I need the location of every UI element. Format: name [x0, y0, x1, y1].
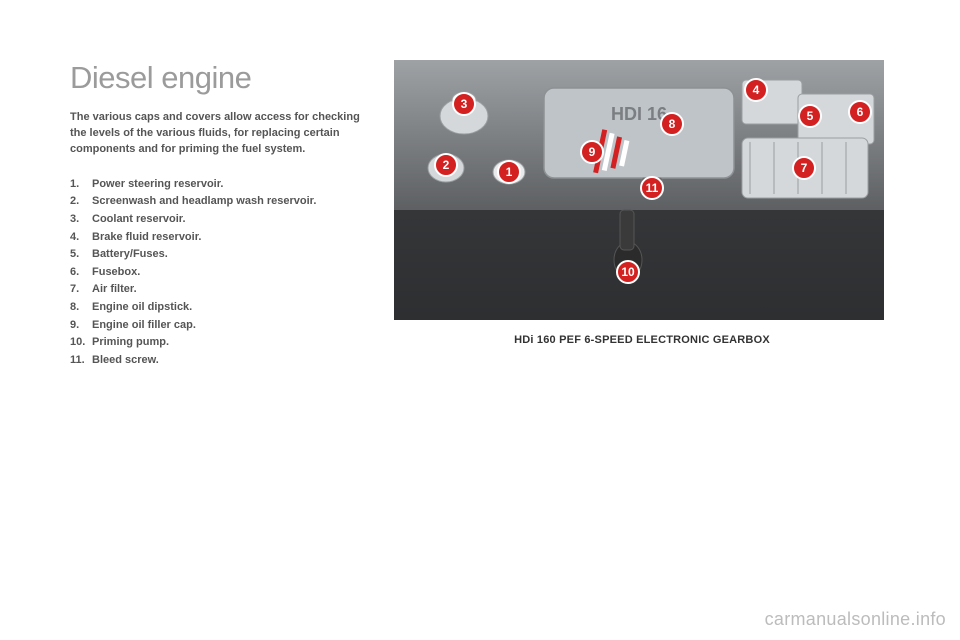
- list-number: 10.: [70, 334, 92, 352]
- list-number: 6.: [70, 264, 92, 282]
- list-item: 9.Engine oil filler cap.: [70, 317, 370, 335]
- figure-caption: HDi 160 PEF 6-SPEED ELECTRONIC GEARBOX: [394, 334, 890, 346]
- list-number: 9.: [70, 317, 92, 335]
- list-label: Fusebox.: [92, 264, 140, 282]
- list-number: 1.: [70, 176, 92, 194]
- svg-text:7: 7: [801, 161, 808, 175]
- page-title: Diesel engine: [70, 60, 370, 96]
- list-number: 4.: [70, 229, 92, 247]
- list-label: Air filter.: [92, 281, 137, 299]
- list-item: 2.Screenwash and headlamp wash reservoir…: [70, 193, 370, 211]
- svg-text:5: 5: [807, 109, 814, 123]
- figure-column: HDI 16 1 2 3 4 5 6 7 8 9 10 11 HDi 160 PEF 6-SPEED …: [370, 60, 890, 640]
- manual-page: Diesel engine The various caps and cover…: [0, 0, 960, 640]
- svg-text:10: 10: [621, 265, 635, 279]
- svg-text:8: 8: [669, 117, 676, 131]
- engine-svg: HDI 16 1 2 3 4 5 6 7 8 9 10 11: [394, 60, 884, 320]
- engine-diagram: HDI 16 1 2 3 4 5 6 7 8 9 10 11: [394, 60, 884, 320]
- list-label: Bleed screw.: [92, 352, 159, 370]
- list-item: 10.Priming pump.: [70, 334, 370, 352]
- list-item: 7.Air filter.: [70, 281, 370, 299]
- list-item: 5.Battery/Fuses.: [70, 246, 370, 264]
- list-label: Engine oil dipstick.: [92, 299, 192, 317]
- list-number: 7.: [70, 281, 92, 299]
- list-label: Coolant reservoir.: [92, 211, 186, 229]
- list-number: 11.: [70, 352, 92, 370]
- list-label: Priming pump.: [92, 334, 169, 352]
- svg-text:2: 2: [443, 158, 450, 172]
- svg-text:4: 4: [753, 83, 760, 97]
- list-item: 11.Bleed screw.: [70, 352, 370, 370]
- svg-text:HDI 16: HDI 16: [611, 104, 667, 124]
- svg-text:6: 6: [857, 105, 864, 119]
- list-number: 5.: [70, 246, 92, 264]
- list-item: 8.Engine oil dipstick.: [70, 299, 370, 317]
- svg-text:1: 1: [506, 165, 513, 179]
- list-item: 3.Coolant reservoir.: [70, 211, 370, 229]
- list-label: Power steering reservoir.: [92, 176, 223, 194]
- list-number: 2.: [70, 193, 92, 211]
- svg-text:11: 11: [646, 181, 659, 195]
- component-list: 1.Power steering reservoir. 2.Screenwash…: [70, 176, 370, 370]
- list-label: Engine oil filler cap.: [92, 317, 196, 335]
- list-number: 8.: [70, 299, 92, 317]
- watermark: carmanualsonline.info: [765, 609, 946, 630]
- intro-paragraph: The various caps and covers allow access…: [70, 110, 370, 158]
- text-column: Diesel engine The various caps and cover…: [70, 60, 370, 640]
- list-label: Screenwash and headlamp wash reservoir.: [92, 193, 316, 211]
- list-number: 3.: [70, 211, 92, 229]
- list-item: 6.Fusebox.: [70, 264, 370, 282]
- list-item: 4.Brake fluid reservoir.: [70, 229, 370, 247]
- list-label: Brake fluid reservoir.: [92, 229, 201, 247]
- svg-text:9: 9: [589, 145, 596, 159]
- svg-text:3: 3: [461, 97, 468, 111]
- list-item: 1.Power steering reservoir.: [70, 176, 370, 194]
- list-label: Battery/Fuses.: [92, 246, 168, 264]
